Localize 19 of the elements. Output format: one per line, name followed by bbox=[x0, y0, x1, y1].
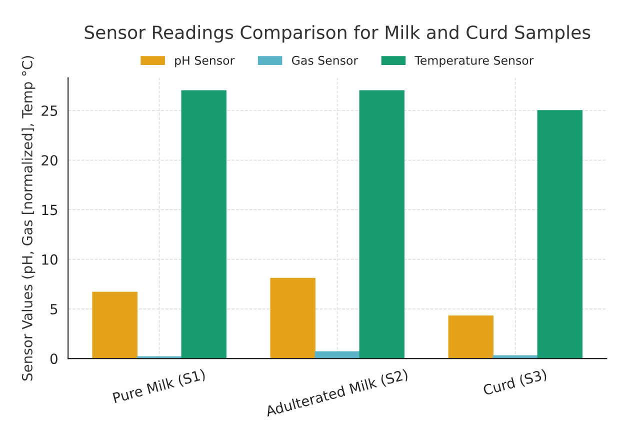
x-tick-label: Pure Milk (S1) bbox=[112, 368, 206, 405]
y-tick-label: 5 bbox=[50, 304, 58, 314]
bar bbox=[92, 292, 138, 359]
x-tick-label: Curd (S3) bbox=[482, 368, 548, 398]
bar bbox=[359, 90, 404, 359]
y-tick-label: 10 bbox=[42, 254, 58, 265]
bar bbox=[448, 316, 494, 359]
bar bbox=[270, 278, 316, 359]
chart-title: Sensor Readings Comparison for Milk and Curd Samples bbox=[84, 25, 590, 43]
bar bbox=[181, 90, 226, 359]
legend-label: pH Sensor bbox=[175, 56, 235, 68]
y-axis-title: Sensor Values (pH, Gas [normalized], Temp °C) bbox=[22, 56, 36, 381]
y-tick-label: 25 bbox=[42, 105, 58, 116]
bar bbox=[537, 110, 582, 359]
y-tick-label: 15 bbox=[42, 204, 58, 216]
legend-label: Gas Sensor bbox=[292, 56, 358, 65]
legend-label: Temperature Sensor bbox=[414, 56, 534, 68]
y-tick-label: 20 bbox=[42, 155, 58, 166]
y-tick-label: 0 bbox=[50, 354, 58, 364]
